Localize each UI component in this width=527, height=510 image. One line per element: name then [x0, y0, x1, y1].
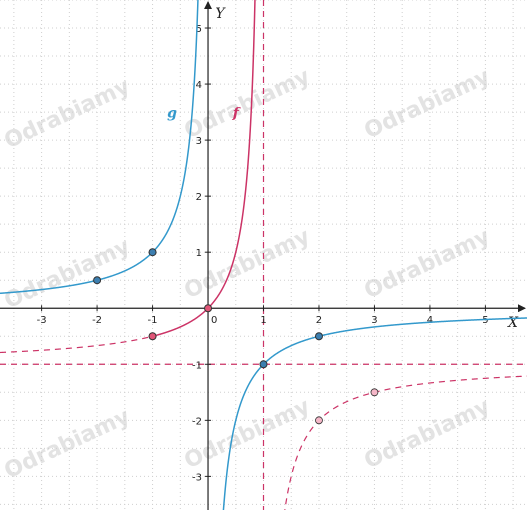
watermark-text: Odrabiamy	[181, 64, 314, 144]
y-axis-title: Y	[215, 6, 226, 22]
point-f	[205, 305, 212, 312]
watermark-text: Odrabiamy	[1, 404, 134, 484]
watermark-text: Odrabiamy	[1, 234, 134, 314]
point-g	[94, 277, 101, 284]
curve-f-dashed	[0, 336, 153, 352]
y-tick-label: -1	[192, 360, 202, 371]
y-tick-label: 1	[196, 248, 202, 259]
point-f	[371, 389, 378, 396]
watermark-text: Odrabiamy	[181, 394, 314, 474]
x-tick-label: 2	[316, 315, 322, 326]
watermark-text: Odrabiamy	[181, 224, 314, 304]
point-g	[149, 249, 156, 256]
point-g	[315, 333, 322, 340]
function-label-g: g	[167, 106, 177, 122]
y-tick-label: -3	[192, 472, 202, 483]
watermark-text: Odrabiamy	[361, 64, 494, 144]
y-tick-label: 2	[196, 192, 202, 203]
watermark-text: Odrabiamy	[361, 394, 494, 474]
y-tick-label: 4	[196, 80, 202, 91]
watermark-text: Odrabiamy	[361, 224, 494, 304]
origin-label: 0	[211, 315, 217, 326]
x-tick-label: 4	[427, 315, 433, 326]
point-g	[260, 361, 267, 368]
x-tick-label: -3	[37, 315, 47, 326]
watermark-layer: Odrabiamy Odrabiamy Odrabiamy Odrabiamy Odra…	[1, 64, 494, 484]
x-tick-label: 5	[482, 315, 488, 326]
y-tick-label: 3	[196, 136, 202, 147]
y-tick-label: -2	[192, 416, 202, 427]
x-tick-label: -2	[92, 315, 102, 326]
x-tick-label: -1	[148, 315, 158, 326]
x-tick-label: 3	[371, 315, 377, 326]
x-tick-label: 1	[260, 315, 266, 326]
watermark-text: Odrabiamy	[1, 74, 134, 154]
point-f	[149, 333, 156, 340]
point-f	[315, 417, 322, 424]
